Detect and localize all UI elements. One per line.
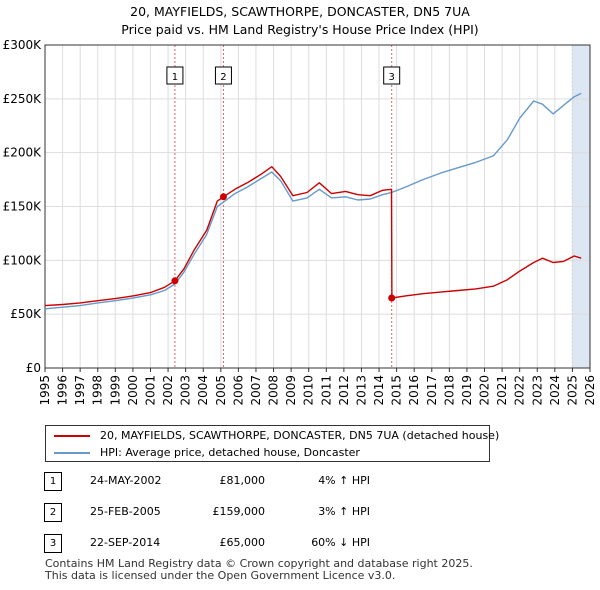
sale-price: £81,000	[219, 474, 266, 487]
x-tick-label: 2008	[267, 375, 281, 406]
legend: 20, MAYFIELDS, SCAWTHORPE, DONCASTER, DN…	[45, 425, 499, 462]
sale-price: £65,000	[219, 536, 266, 549]
x-tick-label: 1996	[56, 375, 70, 406]
sale-marker-label: 3	[389, 72, 395, 83]
title-line-1: 20, MAYFIELDS, SCAWTHORPE, DONCASTER, DN…	[130, 4, 470, 19]
x-tick-label: 2011	[319, 375, 333, 406]
table-row: 2 25-FEB-2005 £159,000 3% ↑ HPI	[0, 503, 600, 523]
x-tick-label: 2012	[337, 375, 351, 406]
x-tick-label: 2007	[249, 375, 263, 406]
legend-swatch-price	[54, 435, 90, 437]
x-tick-label: 2020	[478, 375, 492, 406]
chart-title: 20, MAYFIELDS, SCAWTHORPE, DONCASTER, DN…	[0, 3, 600, 39]
x-tick-label: 2018	[442, 375, 456, 406]
x-tick-label: 2006	[231, 375, 245, 406]
y-tick-label: £150K	[3, 200, 43, 214]
title-line-2: Price paid vs. HM Land Registry's House …	[121, 22, 479, 37]
sale-marker-box	[166, 66, 184, 85]
x-tick-label: 2017	[425, 375, 439, 406]
x-tick-label: 2019	[460, 375, 474, 406]
sale-date: 24-MAY-2002	[90, 474, 162, 487]
x-tick-label: 2022	[513, 375, 527, 406]
table-row: 1 24-MAY-2002 £81,000 4% ↑ HPI	[0, 472, 600, 492]
sale-point	[171, 277, 179, 285]
legend-swatch-hpi	[54, 452, 90, 454]
x-tick-label: 2026	[583, 375, 597, 406]
x-tick-label: 1995	[38, 375, 52, 406]
x-tick-label: 2013	[354, 375, 368, 406]
y-tick-label: £100K	[3, 253, 43, 267]
sale-date: 25-FEB-2005	[90, 505, 161, 518]
sale-price: £159,000	[212, 505, 266, 518]
y-tick-label: £300K	[3, 38, 43, 52]
footer-copyright: Contains HM Land Registry data © Crown c…	[45, 557, 473, 570]
sale-point	[388, 294, 396, 302]
x-tick-label: 2024	[548, 375, 562, 406]
legend-label-price: 20, MAYFIELDS, SCAWTHORPE, DONCASTER, DN…	[100, 429, 500, 442]
sale-hpi-diff: 3% ↑ HPI	[318, 505, 370, 518]
x-tick-label: 2004	[196, 375, 210, 406]
sale-marker-label: 1	[172, 72, 178, 83]
y-tick-label: £0	[26, 361, 41, 375]
sale-date: 22-SEP-2014	[90, 536, 161, 549]
x-tick-label: 2016	[407, 375, 421, 406]
footer-licence: This data is licensed under the Open Gov…	[45, 569, 396, 582]
sale-marker-box	[383, 66, 401, 85]
x-tick-label: 2021	[495, 375, 509, 406]
price-paid-line	[44, 166, 582, 307]
x-tick-label: 2025	[565, 375, 579, 406]
sale-number: 2	[44, 503, 62, 522]
x-tick-label: 1998	[91, 375, 105, 406]
y-tick-label: £250K	[3, 92, 43, 106]
x-tick-label: 2010	[302, 375, 316, 406]
sale-number: 3	[44, 534, 62, 553]
sale-number: 1	[44, 472, 62, 491]
table-row: 3 22-SEP-2014 £65,000 60% ↓ HPI	[0, 534, 600, 554]
y-tick-label: £200K	[3, 146, 43, 160]
hpi-line	[44, 92, 582, 310]
sale-marker-box	[214, 66, 232, 85]
plot-frame	[44, 44, 591, 369]
x-tick-label: 2003	[179, 375, 193, 406]
y-tick-label: £50K	[10, 307, 42, 321]
x-tick-label: 1999	[108, 375, 122, 406]
x-tick-label: 2002	[161, 375, 175, 406]
x-tick-label: 2001	[143, 375, 157, 406]
x-tick-label: 2023	[530, 375, 544, 406]
sale-hpi-diff: 4% ↑ HPI	[318, 474, 370, 487]
x-tick-label: 2000	[126, 375, 140, 406]
sale-marker-label: 2	[220, 72, 226, 83]
x-tick-label: 1997	[73, 375, 87, 406]
price-chart: 1 2 3 £0 £50K £100K £150K £200K £250K £300K 1995…	[3, 38, 597, 406]
x-tick-label: 2014	[372, 375, 386, 406]
x-tick-label: 2005	[214, 375, 228, 406]
sale-hpi-diff: 60% ↓ HPI	[311, 536, 370, 549]
legend-label-hpi: HPI: Average price, detached house, Donc…	[100, 446, 360, 459]
sale-point	[219, 193, 227, 201]
footer: Contains HM Land Registry data © Crown c…	[45, 558, 473, 582]
x-tick-label: 2009	[284, 375, 298, 406]
x-tick-label: 2015	[390, 375, 404, 406]
